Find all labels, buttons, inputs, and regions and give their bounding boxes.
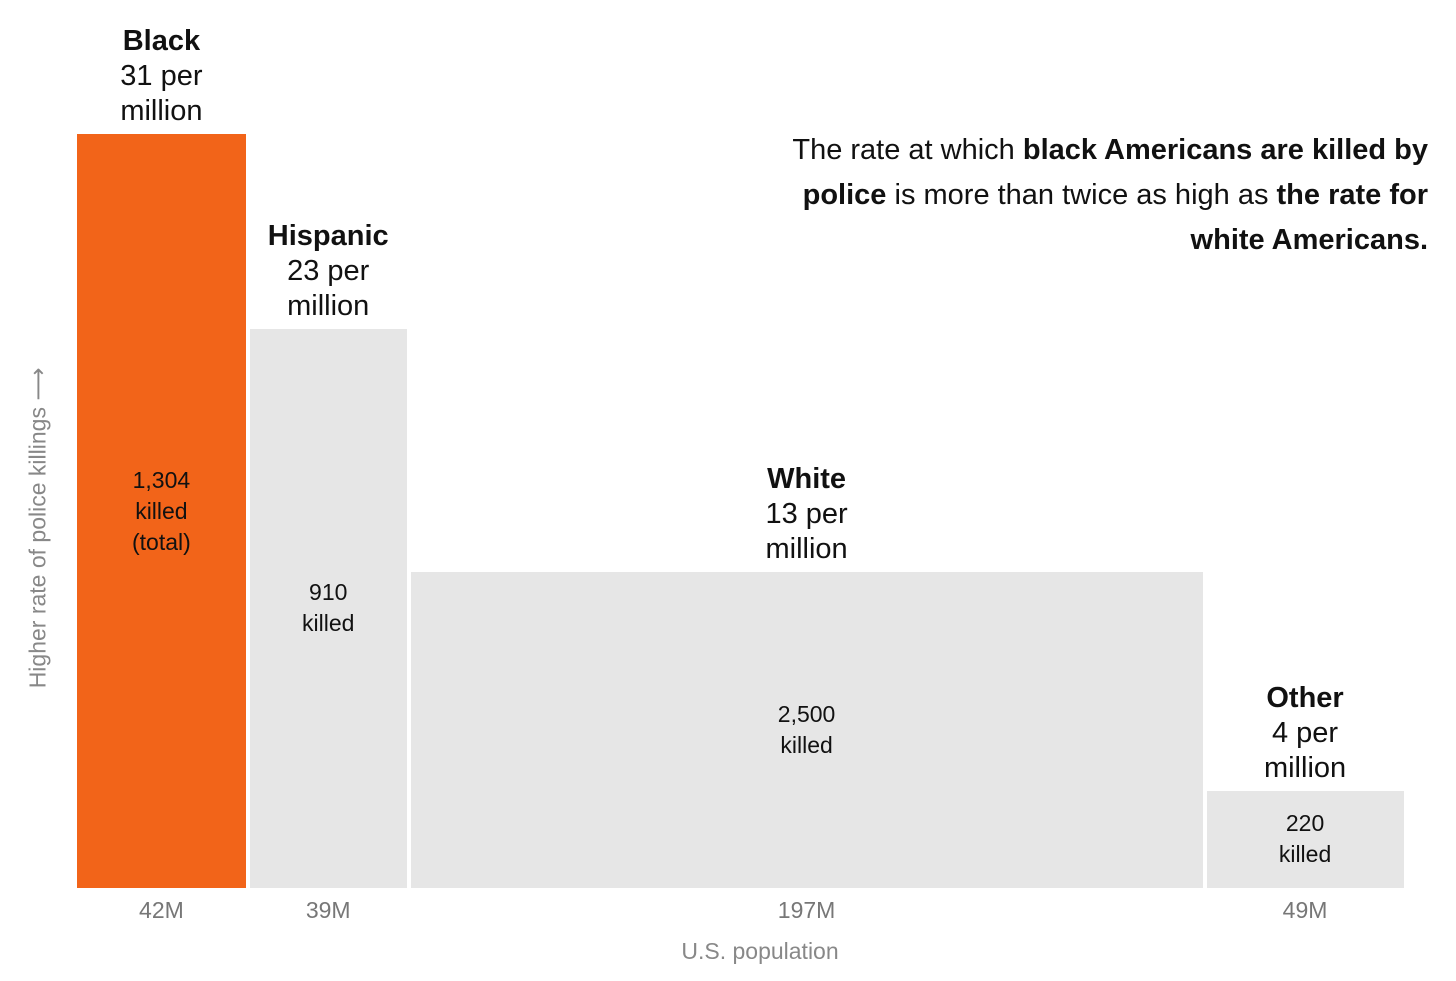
- group-label-black: Black 31 per million: [61, 24, 261, 129]
- killed-line: 2,500: [777, 700, 836, 727]
- killed-line: 910: [309, 579, 348, 606]
- killed-line: 1,304: [132, 466, 191, 493]
- bar-black: [77, 134, 246, 888]
- killed-line: 220: [1285, 810, 1325, 837]
- population-label-other: 49M: [1282, 897, 1328, 923]
- group-label-hispanic: Hispanic 23 per million: [228, 219, 428, 324]
- killed-line: killed: [302, 610, 355, 637]
- killed-label-white: 2,500 killed: [727, 699, 887, 761]
- group-rate-other: 4 per million: [1263, 716, 1347, 784]
- population-label-black: 42M: [139, 897, 184, 923]
- group-rate-hispanic: 23 per million: [287, 254, 370, 322]
- group-label-white: White 13 per million: [707, 462, 907, 567]
- killed-line: killed: [780, 731, 833, 758]
- population-label-hispanic: 39M: [305, 897, 351, 923]
- killed-line: killed: [135, 497, 188, 524]
- group-label-other: Other 4 per million: [1205, 681, 1405, 786]
- headline: The rate at which black Americans are ki…: [792, 134, 1428, 256]
- killed-label-other: 220 killed: [1225, 808, 1385, 870]
- group-rate-black: 31 per million: [120, 60, 203, 127]
- group-name-other: Other: [1266, 681, 1344, 714]
- y-axis-label: Higher rate of police killings ⟶: [24, 367, 51, 689]
- killed-line: (total): [132, 528, 191, 555]
- killed-label-black: 1,304 killed (total): [81, 465, 241, 558]
- group-name-black: Black: [122, 25, 201, 57]
- killed-line: killed: [1278, 841, 1332, 868]
- population-label-white: 197M: [777, 897, 836, 923]
- group-rate-white: 13 per million: [765, 497, 848, 565]
- bar-other: [1206, 790, 1404, 888]
- bar-white: [410, 571, 1203, 888]
- x-axis-label: U.S. population: [681, 938, 839, 964]
- group-name-white: White: [767, 462, 847, 495]
- bar-hispanic: [249, 328, 407, 888]
- killed-label-hispanic: 910 killed: [248, 577, 408, 639]
- group-name-hispanic: Hispanic: [267, 219, 389, 252]
